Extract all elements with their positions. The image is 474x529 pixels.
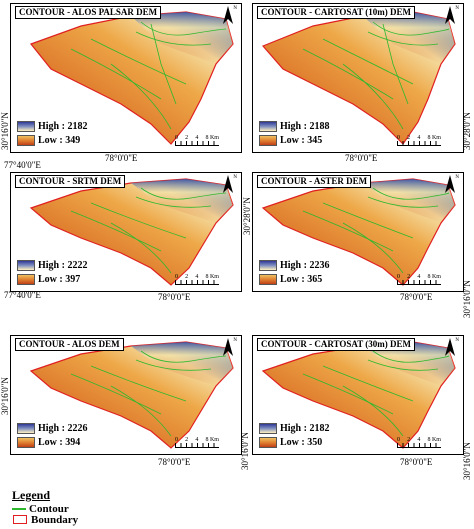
elevation-legend: High : 2182 Low : 349 [15,118,90,148]
elevation-legend: High : 2236 Low : 365 [257,257,332,287]
contour-line-icon [12,507,26,510]
latitude-label: 30°16'0"N [0,377,10,415]
low-value: Low : 350 [280,436,323,448]
latitude-label: 30°16'0"N [462,442,472,480]
latitude-label: 30°28'0"N [242,197,252,235]
map-panel-srtm: CONTOUR - SRTM DEM N High : 2222 Low : 3… [10,172,242,292]
longitude-label: 78°0'0"E [158,457,191,467]
longitude-label: 78°0'0"E [158,292,191,302]
high-value: High : 2236 [280,259,330,271]
legend-contour: Contour [12,503,78,515]
panel-title: CONTOUR - CARTOSAT (30m) DEM [257,338,416,351]
dem-map [29,178,234,286]
panel-title: CONTOUR - SRTM DEM [15,175,126,188]
longitude-label: 78°0'0"E [400,457,433,467]
longitude-label: 77°40'0"E [4,160,41,170]
low-value: Low : 345 [280,134,323,146]
north-arrow-icon: N [223,6,237,26]
low-value: Low : 394 [38,436,81,448]
high-value: High : 2188 [280,120,330,132]
map-panel-alos: CONTOUR - ALOS DEM N High : 2226 Low : 3… [10,335,242,455]
north-arrow-icon: N [223,338,237,358]
high-ramp-icon [17,120,35,132]
panel-title: CONTOUR - CARTOSAT (10m) DEM [257,6,416,19]
longitude-label: 78°0'0"E [105,153,138,163]
high-ramp-icon [259,120,277,132]
dem-map [261,178,456,286]
map-panel-cartosat-30m: CONTOUR - CARTOSAT (30m) DEM N High : 21… [252,335,464,455]
high-ramp-icon [17,259,35,271]
north-arrow-icon: N [445,338,459,358]
map-panel-alos-palsar: CONTOUR - ALOS PALSAR DEM N High : 2182 … [10,3,242,153]
longitude-label: 77°40'0"E [4,290,41,300]
latitude-label: 30°16'0"N [0,112,10,150]
low-ramp-icon [259,134,277,146]
elevation-legend: High : 2226 Low : 394 [15,420,90,450]
high-value: High : 2222 [38,259,88,271]
low-ramp-icon [259,436,277,448]
latitude-label: 30°16'0"N [240,432,250,470]
low-ramp-icon [17,134,35,146]
elevation-legend: High : 2222 Low : 397 [15,257,90,287]
boundary-box-icon [13,515,27,524]
panel-title: CONTOUR - ASTER DEM [257,175,372,188]
panel-title: CONTOUR - ALOS PALSAR DEM [15,6,162,19]
low-value: Low : 365 [280,273,323,285]
panel-title: CONTOUR - ALOS DEM [15,338,124,351]
low-ramp-icon [259,273,277,285]
low-value: Low : 397 [38,273,81,285]
high-ramp-icon [259,422,277,434]
legend-title: Legend [12,488,51,502]
map-panel-cartosat-10m: CONTOUR - CARTOSAT (10m) DEM N High : 21… [252,3,464,153]
dem-map [30,11,234,145]
longitude-label: 78°0'0"E [400,292,433,302]
map-legend: Legend Contour Boundary [12,488,78,526]
high-value: High : 2182 [280,422,330,434]
north-arrow-icon: N [445,6,459,26]
legend-boundary: Boundary [12,514,78,526]
north-arrow-icon: N [445,175,459,195]
low-ramp-icon [17,273,35,285]
high-ramp-icon [259,259,277,271]
elevation-legend: High : 2188 Low : 345 [257,118,332,148]
elevation-legend: High : 2182 Low : 350 [257,420,332,450]
north-arrow-icon: N [223,175,237,195]
low-value: Low : 349 [38,134,81,146]
high-ramp-icon [17,422,35,434]
dem-map [29,341,234,449]
high-value: High : 2226 [38,422,88,434]
latitude-label: 30°16'0"N [462,280,472,318]
longitude-label: 78°0'0"E [345,153,378,163]
map-panel-aster: CONTOUR - ASTER DEM N High : 2236 Low : … [252,172,464,292]
high-value: High : 2182 [38,120,88,132]
latitude-label: 30°28'0"N [462,112,472,150]
low-ramp-icon [17,436,35,448]
